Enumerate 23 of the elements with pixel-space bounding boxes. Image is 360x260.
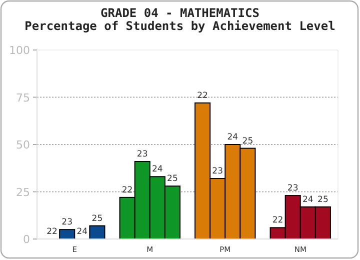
y-tick-label: 100 — [9, 44, 30, 57]
y-tick-label: 0 — [23, 233, 30, 246]
text: 24 — [76, 227, 88, 237]
text: 23 — [136, 150, 148, 160]
y-tick-label: 50 — [16, 138, 30, 152]
text: 22 — [46, 227, 58, 237]
text: 25 — [167, 174, 178, 184]
series-label: 24 — [152, 164, 163, 175]
text: 22 — [197, 90, 208, 101]
text: 24 — [302, 194, 314, 205]
text: 25 — [242, 136, 254, 146]
series-label: 22 — [122, 185, 133, 196]
text: 24 — [227, 132, 238, 142]
text: 23 — [287, 184, 298, 194]
y-tick-label: 25 — [16, 186, 30, 199]
text: 23 — [212, 166, 224, 177]
y-tick-label: 75 — [16, 91, 30, 104]
series-label: 23 — [62, 218, 73, 228]
chart-subtitle: Percentage of Students by Achievement Level — [24, 19, 336, 33]
text: 25 — [318, 194, 328, 205]
series-label: 25 — [92, 214, 103, 224]
chart-title: GRADE 04 - MATHEMATICS — [100, 6, 260, 20]
text: 22 — [272, 216, 284, 226]
